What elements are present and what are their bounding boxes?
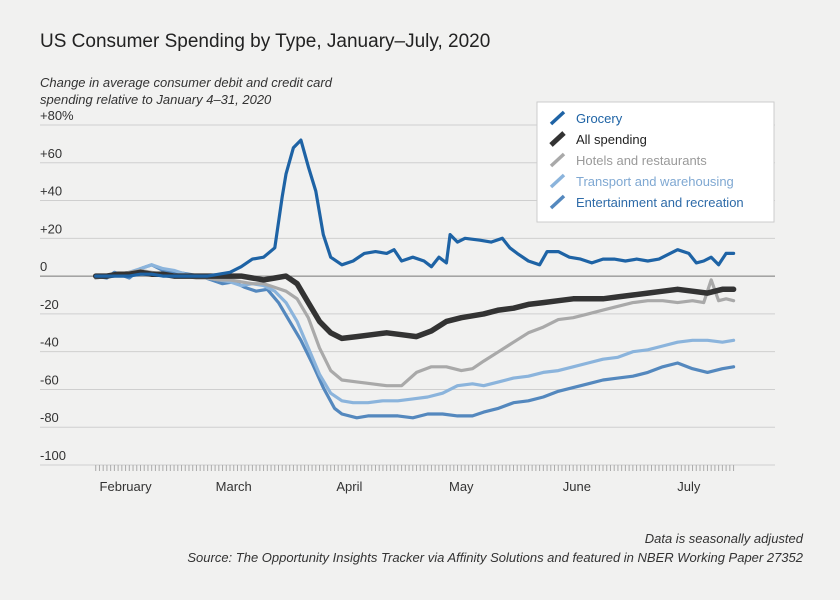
chart-title: US Consumer Spending by Type, January–Ju… [40,31,491,52]
y-tick-label: -80 [40,410,59,425]
x-month-label: June [563,479,591,494]
y-tick-label: +60 [40,146,62,161]
y-tick-label: +20 [40,221,62,236]
y-tick-label: 0 [40,259,47,274]
y-tick-label: -60 [40,372,59,387]
series-lines [92,138,737,420]
legend-swatch [549,131,566,147]
x-month-label: May [449,479,474,494]
x-month-label: July [677,479,701,494]
legend-label: Grocery [576,111,623,126]
legend-label: Entertainment and recreation [576,195,744,210]
legend-box [536,101,775,223]
y-axis: +80% +60 +40 +20 0 -20 -40 -60 -80 -100 [40,108,74,463]
legend-swatch [549,110,566,126]
y-axis-caption: Change in average consumer debit and cre… [40,75,332,107]
footnote: Data is seasonally adjusted Source: The … [187,529,803,567]
legend-swatch [549,152,566,168]
series-line-grocery [94,138,736,278]
x-month-label: March [216,479,252,494]
source-note: Source: The Opportunity Insights Tracker… [187,550,803,565]
x-month-label: February [100,479,153,494]
x-axis: February March April May June July [95,465,735,494]
legend-swatch [549,173,566,189]
y-tick-label: -100 [40,448,66,463]
series-line-entertainment-and-recreation [94,263,736,420]
legend-swatch [549,194,566,210]
seasonal-note: Data is seasonally adjusted [644,531,803,546]
y-tick-label: -40 [40,335,59,350]
series-line-hotels-and-restaurants [94,268,736,388]
legend-label: Hotels and restaurants [576,153,707,168]
y-tick-label: +80% [40,108,74,123]
legend-label: All spending [576,132,647,147]
y-tick-label: +40 [40,184,62,199]
series-line-all-spending [92,269,737,342]
grid [40,124,775,466]
x-month-label: April [336,479,362,494]
legend-label: Transport and warehousing [576,174,734,189]
legend: Grocery All spending Hotels and restaurant… [536,101,775,223]
y-tick-label: -20 [40,297,59,312]
